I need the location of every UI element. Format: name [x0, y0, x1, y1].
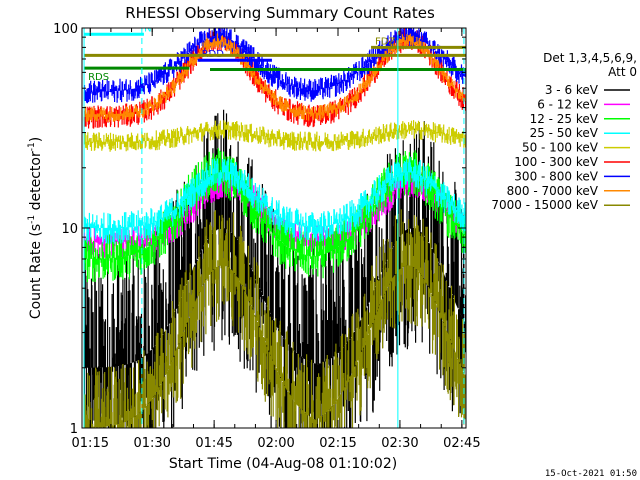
legend-label-50-100-kev: 50 - 100 keV — [522, 141, 599, 155]
y-tick-label-10: 10 — [61, 222, 78, 237]
y-tick-label-100: 100 — [53, 22, 78, 37]
legend-label-800-7000-kev: 800 - 7000 keV — [507, 184, 599, 198]
legend-label-25-50-kev: 25 - 50 keV — [530, 126, 599, 140]
legend-label-6-12-kev: 6 - 12 keV — [537, 97, 599, 111]
y-axis-title: Count Rate (s-1 detector-1) — [27, 137, 44, 319]
x-tick-label-02:45: 02:45 — [443, 436, 480, 451]
x-tick-label-02:30: 02:30 — [381, 436, 418, 451]
x-axis-title: Start Time (04-Aug-08 01:10:02) — [169, 456, 397, 472]
chart-title: RHESSI Observing Summary Count Rates — [125, 4, 435, 22]
x-tick-label-02:15: 02:15 — [319, 436, 356, 451]
flag-label-fdz: FDZ — [375, 36, 395, 47]
legend-header-line-1: Det 1,3,4,5,6,9, — [543, 51, 637, 65]
legend-label-3-6-kev: 3 - 6 keV — [545, 83, 599, 97]
plot-frame — [81, 27, 467, 429]
legend-label-7000-15000-kev: 7000 - 15000 keV — [491, 198, 598, 212]
x-tick-label-02:00: 02:00 — [257, 436, 294, 451]
x-tick-label-01:15: 01:15 — [72, 436, 109, 451]
x-tick-label-01:45: 01:45 — [195, 436, 232, 451]
footer-timestamp: 15-Oct-2021 01:50 — [545, 469, 637, 479]
legend-label-100-300-kev: 100 - 300 keV — [514, 155, 598, 169]
legend-label-300-800-kev: 300 - 800 keV — [514, 169, 598, 183]
x-tick-label-01:30: 01:30 — [133, 436, 170, 451]
legend-header-line-2: Att 0 — [608, 65, 637, 79]
y-tick-label-1: 1 — [70, 422, 78, 437]
legend-label-12-25-kev: 12 - 25 keV — [530, 112, 599, 126]
flag-label-rds: RDS — [88, 72, 109, 83]
flag-label-n: N — [144, 23, 151, 34]
